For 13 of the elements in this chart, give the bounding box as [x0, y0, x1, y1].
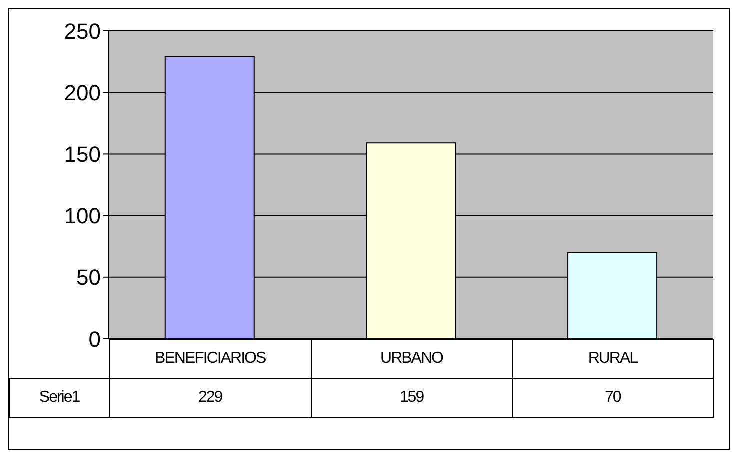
y-tick-label: 0 — [88, 326, 101, 352]
y-tick-label: 100 — [64, 204, 101, 229]
data-label: 159 — [311, 378, 512, 418]
x-tick-label: URBANO — [311, 340, 512, 378]
y-tick-label: 200 — [64, 80, 101, 106]
y-tick-label: 250 — [64, 18, 101, 44]
text: Serie1 — [10, 378, 110, 418]
data-label: 70 — [512, 378, 714, 418]
y-tick-label: 50 — [76, 265, 101, 290]
y-tick-label: 150 — [64, 142, 101, 168]
x-tick-label: RURAL — [512, 340, 714, 378]
x-tick-label: BENEFICIARIOS — [110, 340, 312, 378]
data-label: 229 — [110, 378, 312, 418]
